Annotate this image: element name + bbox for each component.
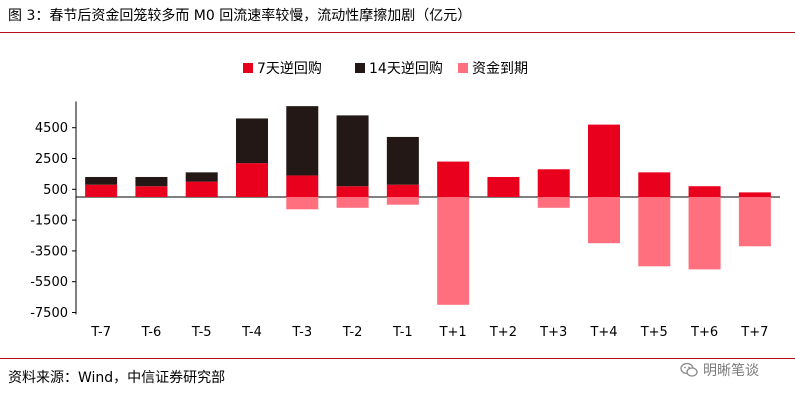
- bar-repo7: [386, 184, 419, 197]
- bar-repo7: [437, 161, 470, 197]
- y-tick-label: 2500: [35, 152, 68, 167]
- bar-repo7: [286, 175, 319, 197]
- bar-repo14: [286, 106, 319, 176]
- bar-maturity: [537, 197, 570, 208]
- legend-label: 资金到期: [472, 61, 528, 77]
- bar-repo14: [85, 176, 118, 185]
- bar-repo7: [336, 186, 369, 197]
- bar-repo7: [135, 186, 168, 197]
- legend-label: 7天逆回购: [257, 61, 322, 77]
- bar-maturity: [286, 197, 319, 210]
- chart-title: 图 3：春节后资金回笼较多而 M0 回流速率较慢，流动性摩擦加剧（亿元）: [8, 8, 472, 24]
- bar-repo14: [336, 115, 369, 187]
- source-note: 资料来源：Wind，中信证券研究部: [8, 370, 226, 386]
- x-tick-label: T+3: [539, 325, 567, 340]
- x-tick-label: T-4: [241, 325, 262, 340]
- bar-maturity: [588, 197, 620, 244]
- bar-maturity: [638, 197, 671, 267]
- bar-maturity: [738, 197, 771, 247]
- x-tick-label: T-3: [291, 325, 312, 340]
- bar-repo7: [588, 124, 620, 197]
- y-tick-label: -1500: [30, 214, 68, 229]
- legend-swatch: [458, 63, 468, 73]
- x-tick-label: T+5: [640, 325, 668, 340]
- bar-repo7: [185, 181, 218, 197]
- legend-swatch: [243, 63, 253, 73]
- x-tick-label: T+7: [740, 325, 768, 340]
- y-tick-label: 500: [43, 183, 68, 198]
- y-axis: 4500 2500 500 -1500 -3500 -5500 -7500: [30, 101, 77, 321]
- y-tick-label: -3500: [30, 244, 68, 259]
- bar-repo14: [236, 118, 268, 164]
- bar-repo14: [386, 136, 419, 185]
- bar-repo7: [537, 169, 570, 197]
- x-tick-label: T+4: [589, 325, 617, 340]
- wechat-icon: [680, 362, 698, 377]
- y-tick-label: -7500: [30, 306, 68, 321]
- bar-repo14: [135, 176, 168, 187]
- x-tick-label: T-5: [191, 325, 212, 340]
- bar-maturity: [336, 197, 369, 208]
- footer-divider: [0, 358, 795, 359]
- x-tick-label: T+2: [489, 325, 517, 340]
- bars: [85, 106, 771, 305]
- x-tick-label: T+6: [690, 325, 718, 340]
- x-tick-label: T-6: [141, 325, 162, 340]
- legend-swatch: [355, 63, 365, 73]
- bar-repo7: [688, 186, 721, 197]
- bar-repo7: [236, 163, 268, 197]
- bar-repo7: [85, 184, 118, 197]
- x-tick-label: T-2: [342, 325, 363, 340]
- x-tick-label: T-7: [90, 325, 111, 340]
- bar-maturity: [688, 197, 721, 270]
- legend: 7天逆回购 14天逆回购 资金到期: [243, 61, 528, 77]
- legend-label: 14天逆回购: [369, 61, 443, 77]
- bar-repo14: [185, 172, 218, 182]
- x-tick-label: T+1: [439, 325, 467, 340]
- title-divider: [0, 32, 795, 33]
- watermark: 明晰笔谈: [680, 360, 759, 380]
- y-tick-label: 4500: [35, 121, 68, 136]
- x-tick-label: T-1: [392, 325, 413, 340]
- bar-maturity: [386, 197, 419, 205]
- bar-repo7: [487, 176, 520, 197]
- watermark-text: 明晰笔谈: [703, 363, 759, 379]
- bar-repo7: [638, 172, 671, 197]
- chart-area: 7天逆回购 14天逆回购 资金到期 4500 2500 500 -1500 -3500 -55…: [30, 61, 780, 340]
- x-axis: T-7 T-6 T-5 T-4 T-3 T-2 T-1 T+1 T+2 T+3 T+4 T+5 T+6 T…: [76, 196, 780, 340]
- bar-repo7: [738, 192, 771, 197]
- bar-maturity: [437, 197, 470, 305]
- y-tick-label: -5500: [30, 275, 68, 290]
